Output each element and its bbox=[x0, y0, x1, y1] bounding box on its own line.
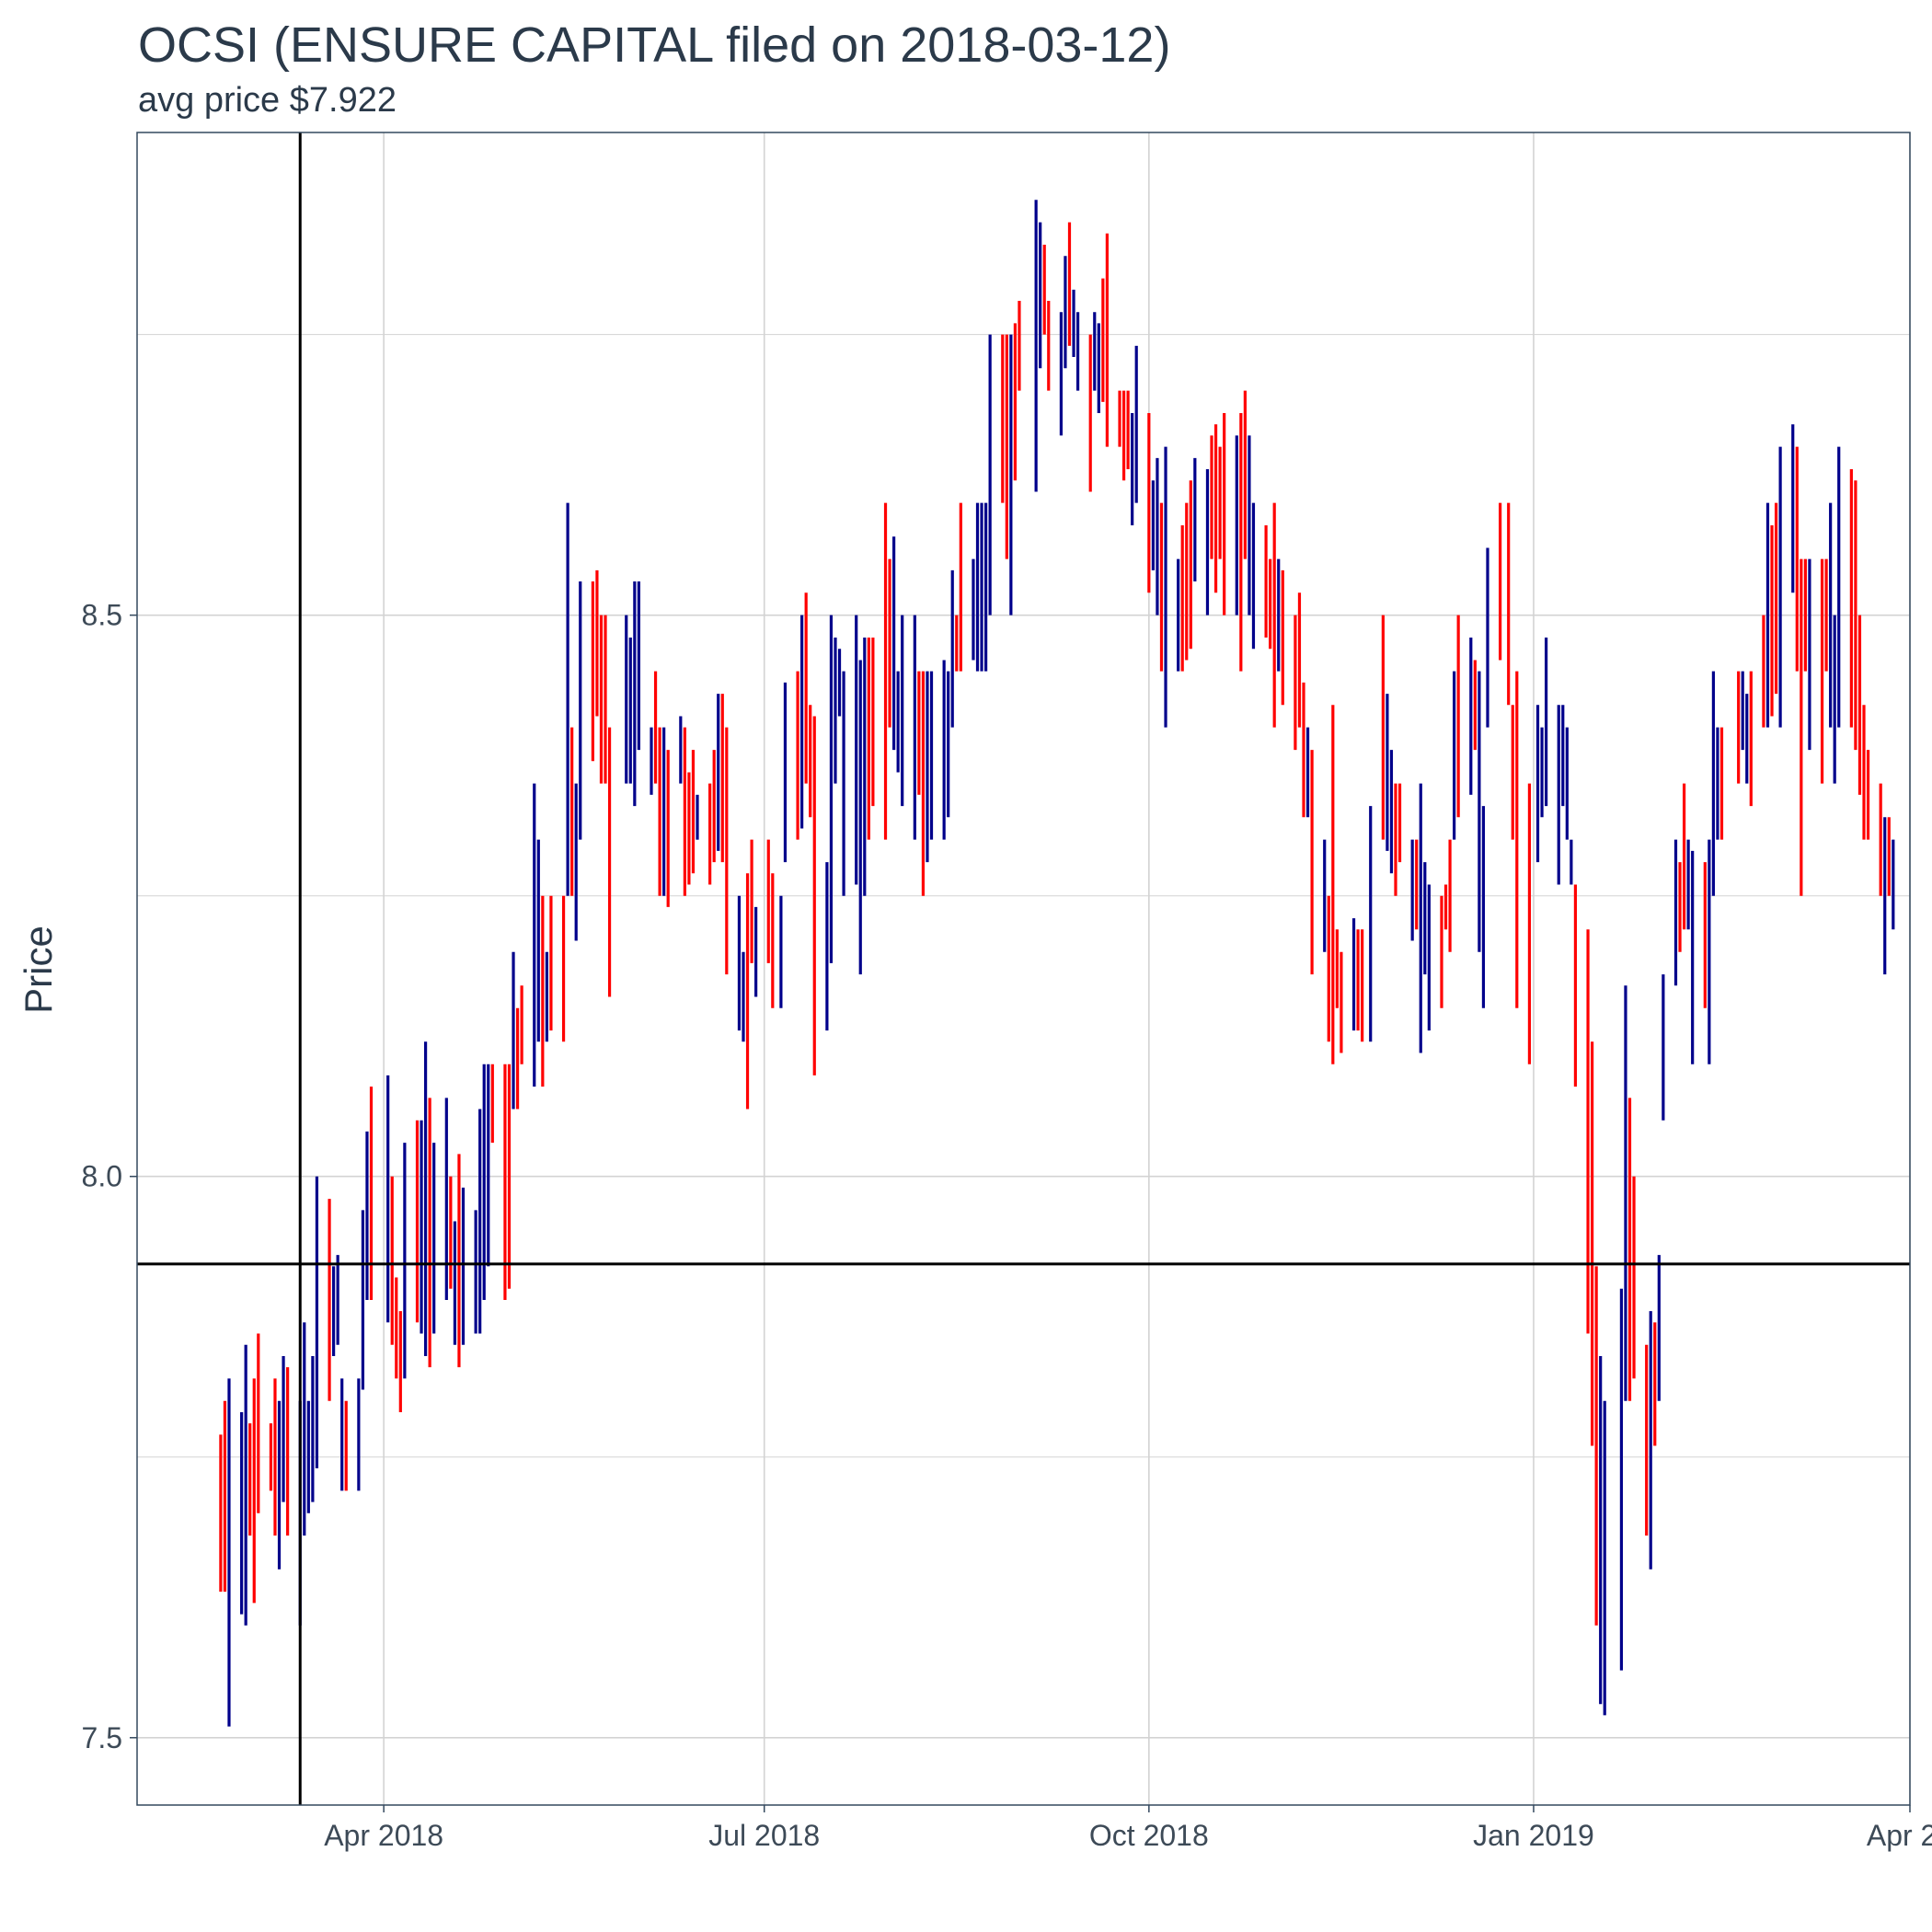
axes: 7.5 8.0 8.5 Apr 2018 Jul 2018 Oct 2018 Jan 201… bbox=[82, 599, 1932, 1852]
y-axis-title: Price bbox=[17, 926, 60, 1014]
y-tick-label: 8.5 bbox=[82, 599, 122, 632]
reference-lines bbox=[137, 132, 1910, 1805]
y-tick-label: 8.0 bbox=[82, 1160, 122, 1193]
chart-subtitle: avg price $7.922 bbox=[138, 81, 397, 120]
y-tick-label: 7.5 bbox=[82, 1721, 122, 1754]
x-tick-label: Jan 2019 bbox=[1473, 1819, 1594, 1852]
chart-title: OCSI (ENSURE CAPITAL filed on 2018-03-12… bbox=[138, 17, 1171, 73]
x-tick-label: Apr 2018 bbox=[324, 1819, 443, 1852]
x-tick-label: Oct 2018 bbox=[1089, 1819, 1209, 1852]
x-tick-label: Apr 20 bbox=[1867, 1819, 1932, 1852]
gridlines bbox=[137, 132, 1911, 1805]
panel-border bbox=[136, 132, 1911, 1806]
x-tick-label: Jul 2018 bbox=[708, 1819, 820, 1852]
price-bars bbox=[219, 200, 1895, 1727]
